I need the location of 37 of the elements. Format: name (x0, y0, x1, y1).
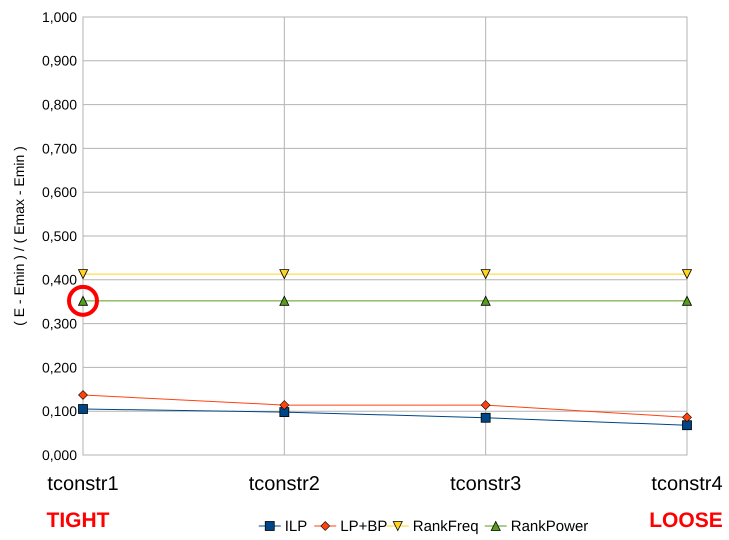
legend-label: RankFreq (412, 518, 479, 535)
y-tick-label: 0,500 (42, 228, 78, 244)
point (682, 412, 692, 422)
x-tick-label: tconstr2 (248, 473, 320, 495)
y-tick-label: 0,800 (42, 96, 78, 112)
y-tick-label: 0,000 (42, 446, 78, 463)
text: TIGHT (46, 509, 110, 532)
y-tick-label: 0,400 (42, 272, 78, 288)
legend-label: RankPower (510, 518, 588, 535)
point (682, 269, 692, 280)
y-axis-title: ( E - Emin ) / ( Emax - Emin ) (11, 146, 27, 326)
x-tick-label: tconstr1 (47, 473, 119, 495)
y-tick-label: 0,200 (42, 359, 78, 376)
y-tick-label: 1,000 (42, 8, 78, 25)
point (682, 420, 692, 430)
point (280, 400, 290, 410)
point (279, 296, 290, 306)
y-tick-label: 0,100 (42, 403, 78, 420)
point (682, 296, 692, 306)
point (78, 404, 88, 414)
legend-label: LP+BP (340, 518, 388, 535)
point (480, 269, 491, 280)
text: LOOSE (649, 509, 723, 532)
x-tick-label: tconstr3 (450, 473, 522, 495)
point (480, 400, 490, 410)
y-tick-label: 0,600 (42, 184, 78, 200)
point (279, 407, 290, 417)
point (279, 269, 290, 280)
point (480, 296, 491, 306)
legend-label: ILP (284, 518, 308, 535)
y-tick-label: 0,900 (42, 52, 78, 69)
x-tick-label: tconstr4 (651, 473, 723, 495)
y-tick-label: 0,700 (42, 140, 78, 156)
point (78, 390, 88, 400)
point (78, 269, 88, 280)
y-tick-label: 0,300 (42, 316, 78, 332)
point (480, 412, 491, 423)
